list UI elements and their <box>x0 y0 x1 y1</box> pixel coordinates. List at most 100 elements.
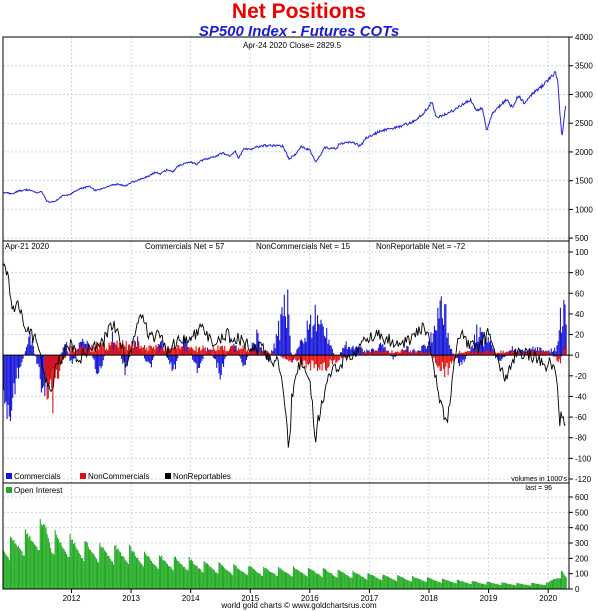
noncommercials-bar <box>224 345 226 356</box>
noncommercials-bar <box>189 347 191 356</box>
open-interest-bar <box>92 553 94 589</box>
open-interest-bar <box>511 584 513 589</box>
commercials-bar <box>258 341 260 356</box>
oi-tick-label: 200 <box>575 554 589 563</box>
noncommercials-bar <box>226 350 228 356</box>
open-interest-bar <box>32 542 34 589</box>
open-interest-bar <box>486 581 488 589</box>
noncommercials-bar <box>188 347 190 356</box>
noncommercials-bar <box>100 344 102 356</box>
noncommercials-bar <box>423 352 425 356</box>
open-interest-bar <box>17 545 20 589</box>
noncommercials-bar <box>382 353 384 356</box>
legend-noncommercials-swatch <box>80 473 86 479</box>
noncommercials-bar <box>360 353 362 356</box>
chart-subtitle: SP500 Index - Futures COTs <box>198 23 400 40</box>
open-interest-bar <box>219 563 221 589</box>
open-interest-bar <box>261 575 264 589</box>
commercials-bar <box>99 355 101 367</box>
commercials-bar <box>382 344 384 356</box>
open-interest-bar <box>13 539 15 589</box>
commercials-bar <box>8 355 10 417</box>
commercials-bar <box>19 355 21 368</box>
commercials-bar <box>350 349 352 356</box>
open-interest-bar <box>23 555 25 589</box>
noncommercials-bar <box>123 344 125 356</box>
noncommercials-bar <box>47 355 49 399</box>
noncommercials-bar <box>429 352 431 356</box>
commercials-bar <box>273 343 275 356</box>
commercials-bar <box>32 346 34 356</box>
noncommercials-bar <box>294 355 296 359</box>
open-interest-bar <box>401 577 403 589</box>
noncommercials-bar <box>452 355 454 361</box>
open-interest-bar <box>362 577 364 589</box>
open-interest-bar <box>171 568 173 589</box>
open-interest-bar <box>418 579 421 589</box>
commercials-bar <box>212 355 214 358</box>
open-interest-bar <box>220 564 222 589</box>
commercials-bar <box>499 355 501 361</box>
noncommercials-bar <box>206 350 209 356</box>
noncommercials-bar <box>234 351 236 356</box>
x-tick-label: 2018 <box>420 594 438 603</box>
commercials-bar <box>347 346 350 356</box>
open-interest-bar <box>271 572 273 589</box>
noncommercials-bar <box>157 345 159 356</box>
commercials-bar <box>339 352 341 356</box>
noncommercials-bar <box>519 353 521 356</box>
open-interest-bar <box>512 584 515 589</box>
open-interest-bar <box>479 583 481 589</box>
open-interest-bar <box>523 584 525 589</box>
open-interest-bar <box>162 559 164 589</box>
noncommercials-bar <box>109 345 111 356</box>
noncommercials-bar <box>481 352 484 356</box>
noncommercials-bar <box>196 352 198 356</box>
open-interest-bar <box>488 581 490 589</box>
noncommercials-bar <box>148 345 150 356</box>
open-interest-bar <box>138 560 140 589</box>
legend-open-interest-swatch <box>6 487 12 493</box>
open-interest-bar <box>209 566 211 589</box>
commercials-bar <box>151 355 154 360</box>
noncommercials-bar <box>368 351 370 356</box>
noncommercials-bar <box>192 348 194 356</box>
open-interest-bar <box>556 578 558 589</box>
open-interest-bar <box>461 581 463 589</box>
open-interest-bar <box>260 575 262 589</box>
commercials-bar <box>255 344 257 356</box>
open-interest-bar <box>382 574 384 589</box>
open-interest-bar <box>12 540 14 589</box>
noncommercials-bar <box>471 352 473 356</box>
open-interest-bar <box>310 569 312 589</box>
commercials-bar <box>431 342 433 356</box>
open-interest-bar <box>96 561 99 589</box>
commercials-bar <box>449 348 451 356</box>
commercials-bar <box>485 336 487 356</box>
commercials-bar <box>342 348 344 356</box>
commercials-bar <box>39 355 41 380</box>
commercials-bar <box>200 355 202 364</box>
open-interest-bar <box>153 564 155 589</box>
commercials-bar <box>438 318 440 356</box>
open-interest-bar <box>169 566 171 589</box>
open-interest-bar <box>528 585 531 589</box>
noncommercials-bar <box>280 355 282 357</box>
open-interest-bar <box>40 524 42 589</box>
noncommercials-bar <box>436 355 438 366</box>
noncommercials-bar <box>229 346 232 356</box>
noncommercials-bar <box>454 355 456 359</box>
commercials-bar <box>122 355 124 364</box>
open-interest-bar <box>504 582 506 589</box>
noncommercials-bar <box>350 355 352 357</box>
noncommercials-bar <box>438 355 440 367</box>
open-interest-bar <box>531 582 533 589</box>
commercials-bar <box>297 347 299 356</box>
price-info-label: Apr-24 2020 Close= 2829.5 <box>243 41 342 50</box>
commercials-bar <box>321 323 323 356</box>
commercials-bar <box>354 347 356 356</box>
open-interest-bar <box>258 573 260 589</box>
noncommercials-bar <box>548 352 550 356</box>
noncommercials-bar <box>272 353 274 356</box>
open-interest-bar <box>235 565 237 589</box>
